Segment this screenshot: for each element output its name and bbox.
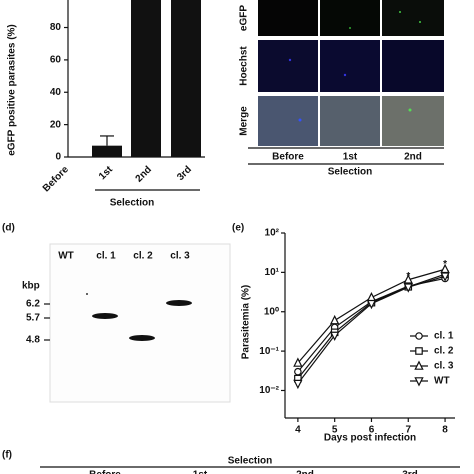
x-tick-label: 2nd [134,164,154,184]
legend-label: WT [434,376,450,387]
x-tick-label: 6 [369,425,375,436]
row-label: eGFP [239,5,250,31]
y-tick-label: 10¹ [265,267,280,278]
panel-label: (f) [2,450,12,461]
cell [408,108,412,112]
x-axis-label: Selection [328,167,372,178]
x-tick-label: 4 [295,425,301,436]
y-tick-label: 40 [50,87,62,98]
column-label: 1st [193,470,208,474]
bar [92,145,122,157]
image [258,0,318,36]
marker [293,379,303,390]
series-line [297,273,446,380]
image [258,96,318,146]
image [258,40,318,92]
image [382,40,444,92]
x-axis-label: Selection [110,198,154,209]
marker [294,367,302,376]
x-tick-label: 1st [97,164,115,182]
blot-membrane [49,243,231,403]
legend-label: cl. 3 [434,361,454,372]
image [382,96,444,146]
y-tick-label: 80 [50,22,62,33]
marker [403,283,413,293]
column-label: 2nd [296,470,314,474]
image [320,96,380,146]
column-label: Before [272,152,304,163]
x-tick-label: 8 [442,425,448,436]
annotation: * [443,259,447,270]
bar [171,0,201,157]
image [320,40,380,92]
spot [86,293,88,295]
x-tick-label: Before [41,164,71,194]
annotation: * [406,271,410,282]
y-tick-label: 60 [50,55,62,66]
size-marker: 4.8 [26,335,40,346]
lane-label: WT [58,251,74,262]
marker [403,274,413,284]
y-tick-label: 10² [265,228,280,239]
x-tick-label: 7 [405,425,411,436]
cell [419,21,421,23]
lane-label: cl. 3 [170,251,190,262]
legend-label: cl. 2 [434,346,454,357]
legend-marker [415,347,423,355]
marker [330,314,340,325]
micrographs [248,0,444,165]
x-axis-label: Days post infection [324,433,416,444]
lane-label: cl. 2 [133,251,153,262]
marker [330,331,340,341]
marker [440,272,450,282]
row-label: Merge [239,106,250,136]
cell [288,58,292,62]
y-tick-label: 0 [55,152,61,163]
legend-marker [414,377,424,387]
panel-label: (e) [232,223,244,234]
x-tick-label: 5 [332,425,338,436]
column-label: 2nd [404,152,422,163]
y-tick-label: 20 [50,119,62,130]
y-axis-label: eGFP positive parasites (%) [7,24,18,156]
legend-marker [414,360,424,370]
bar [131,0,161,157]
column-label: 1st [343,152,358,163]
column-label: 3rd [402,470,418,474]
x-tick-label: 3rd [175,164,194,183]
panel-label: (d) [2,223,15,234]
row-label: Hoechst [239,46,250,86]
legend-marker [415,332,423,340]
cell [349,27,351,29]
marker [293,357,303,367]
lane-label: cl. 1 [96,251,116,262]
cell [343,73,347,77]
legend-label: cl. 1 [434,331,454,342]
title: Selection [228,456,272,467]
band [129,335,155,341]
size-marker: 5.7 [26,313,40,324]
cell [298,118,302,122]
y-tick-label: 10⁻¹ [259,346,279,357]
image [382,0,444,36]
cell [399,11,401,13]
size-marker: 6.2 [26,299,40,310]
band [166,300,192,306]
y-tick-label: 10⁻² [259,385,279,396]
band [92,313,118,319]
y-axis-label: Parasitemia (%) [241,285,252,359]
marker [366,299,377,310]
column-label: Before [89,470,121,474]
image [320,0,380,36]
y-tick-label: 10⁰ [264,306,279,317]
marker [366,291,377,302]
unit-label: kbp [22,281,40,292]
